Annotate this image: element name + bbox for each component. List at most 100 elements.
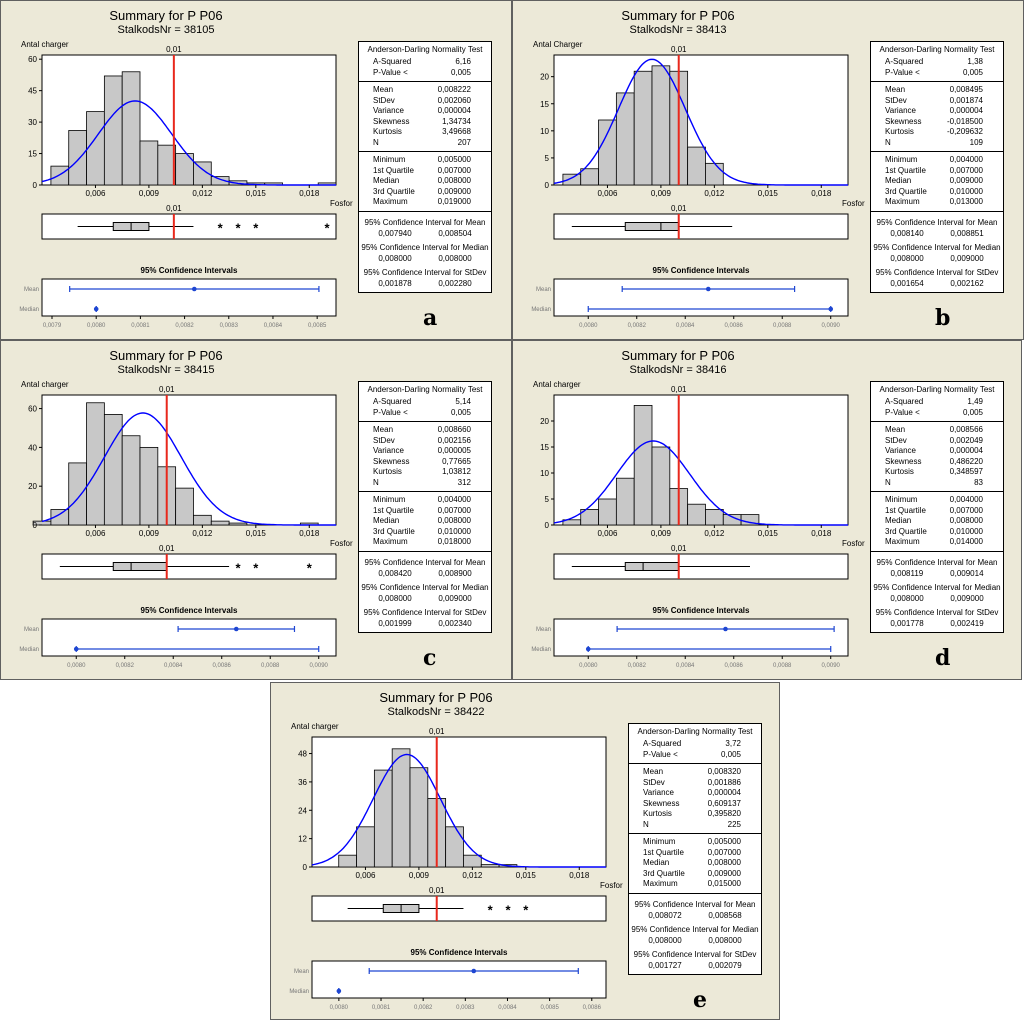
stat-row: Skewness 0,609137	[629, 799, 761, 810]
stat-label: P-Value <	[373, 407, 408, 417]
stat-value: 0,000005	[437, 446, 471, 455]
ci-title: 95% Confidence Interval for Mean	[634, 899, 756, 909]
reference-label: 0,01	[159, 544, 175, 553]
stat-label: Minimum	[885, 155, 918, 164]
stat-label: A-Squared	[373, 397, 412, 406]
stat-row: Mean 0,008320	[629, 767, 761, 778]
stat-label: Mean	[373, 85, 394, 94]
histogram-bar	[633, 405, 653, 526]
stat-label: Minimum	[885, 495, 918, 504]
divider	[871, 550, 1003, 555]
histogram-bar	[633, 70, 653, 186]
stat-value: 1,34734	[442, 116, 471, 126]
ci-x-tick-label: 0,0084	[676, 663, 695, 669]
ci-low: 0,008072	[648, 910, 682, 920]
ci-x-tick-label: 0,0086	[725, 323, 744, 329]
stat-label: Kurtosis	[373, 467, 402, 476]
stat-value: 0,001874	[949, 95, 983, 105]
summary-chart: 0,01 0 12 24 36 48 0,006 0,009 0,012 0,015 0,018 An…	[289, 722, 623, 1011]
histogram-bar	[86, 111, 105, 186]
ci-x-tick-label: 0,0084	[676, 323, 695, 329]
divider	[871, 210, 1003, 215]
stat-row: Variance 0,000005	[359, 446, 491, 457]
y-tick-label: 24	[298, 806, 307, 815]
histogram-bar	[687, 503, 706, 526]
ci-high: 0,002280	[438, 278, 472, 288]
stat-label: N	[885, 137, 891, 147]
ci-high: 0,008000	[438, 253, 472, 263]
stat-row: Mean 0,008495	[871, 85, 1003, 96]
stat-row: Mean 0,008566	[871, 425, 1003, 436]
ci-low: 0,008420	[378, 568, 412, 578]
histogram-bar	[705, 162, 724, 186]
stat-value: 0,005	[962, 407, 983, 417]
ci-low: 0,001654	[890, 278, 924, 288]
histogram-bar	[562, 173, 582, 186]
stat-row: N 225	[629, 820, 761, 831]
histogram-bar	[615, 477, 635, 526]
stat-row: Maximum 0,015000	[629, 879, 761, 890]
stat-value: 0,008660	[437, 425, 471, 434]
panel-title: Summary for P P06	[621, 348, 735, 363]
ci-x-tick-label: 0,0084	[498, 1005, 517, 1011]
ci-title: 95% Confidence Interval for Median	[361, 582, 489, 592]
y-axis-label: Antal charger	[21, 380, 69, 389]
reference-label: 0,01	[671, 385, 687, 394]
stat-value: 0,014000	[949, 537, 983, 546]
x-tick-label: 0,012	[192, 529, 213, 538]
ci-point-estimate	[705, 286, 711, 292]
stat-label: A-Squared	[885, 397, 924, 406]
stat-label: 3rd Quartile	[643, 868, 685, 878]
histogram-bar	[210, 520, 230, 526]
divider	[359, 210, 491, 215]
stat-label: Kurtosis	[643, 809, 672, 818]
stat-row: StDev 0,001874	[871, 96, 1003, 107]
stat-value: 0,008566	[949, 425, 983, 434]
stat-row: Minimum 0,005000	[629, 837, 761, 848]
ci-row-label: Mean	[24, 287, 39, 293]
histogram-bar	[651, 65, 671, 186]
stat-label: Median	[373, 516, 400, 525]
ci-values: 0,001654 0,002162	[871, 278, 1003, 290]
stat-row: P-Value < 0,005	[871, 408, 1003, 419]
ci-values: 0,008000 0,008000	[629, 935, 761, 947]
stat-label: Mean	[643, 767, 664, 776]
ci-x-tick-label: 0,0081	[131, 323, 150, 329]
stat-label: Variance	[885, 106, 916, 115]
panel-subtitle: StalkodsNr = 38415	[117, 364, 215, 376]
summary-panel-d: Summary for P P06 StalkodsNr = 38416 0,01 0…	[512, 340, 1022, 680]
statistics-table: Anderson-Darling Normality Test A-Squared…	[870, 41, 1004, 293]
stat-value: 0,002156	[437, 435, 471, 445]
stat-value: 0,000004	[437, 106, 471, 115]
summary-chart: 0,01 0 5 10 15 20 0,006 0,009 0,012 0,015 0,018 Ant…	[531, 40, 865, 329]
histogram-bar	[193, 514, 212, 526]
stat-label: StDev	[373, 95, 395, 105]
normal-fit-curve	[41, 412, 336, 526]
stat-value: 0,005	[450, 407, 471, 417]
stat-label: Minimum	[643, 837, 676, 846]
ci-x-tick-label: 0,0085	[540, 1005, 559, 1011]
stat-row: Minimum 0,005000	[359, 155, 491, 166]
y-axis-label: Antal Charger	[533, 40, 583, 49]
panel-letter: c	[423, 645, 437, 671]
normal-fit-curve	[311, 753, 606, 868]
x-tick-label: 0,015	[758, 529, 779, 538]
stat-value: 0,007000	[949, 165, 983, 175]
normal-fit-curve	[41, 100, 336, 186]
stat-row: Median 0,009000	[871, 176, 1003, 187]
histogram-bar	[356, 826, 375, 868]
x-tick-label: 0,015	[246, 529, 267, 538]
stat-value: 0,008000	[437, 516, 471, 525]
ci-x-tick-label: 0,0083	[456, 1005, 475, 1011]
stat-row: StDev 0,001886	[629, 778, 761, 789]
stat-row: P-Value < 0,005	[629, 750, 761, 761]
ci-values: 0,001878 0,002280	[359, 278, 491, 290]
ci-low: 0,008000	[890, 593, 924, 603]
stat-value: 0,002060	[437, 95, 471, 105]
stat-row: 1st Quartile 0,007000	[871, 506, 1003, 517]
histogram-bar	[139, 446, 159, 526]
stat-value: 0,348597	[949, 467, 983, 476]
y-tick-label: 5	[545, 495, 550, 504]
stat-value: 1,03812	[442, 467, 471, 476]
stat-row: Mean 0,008660	[359, 425, 491, 436]
